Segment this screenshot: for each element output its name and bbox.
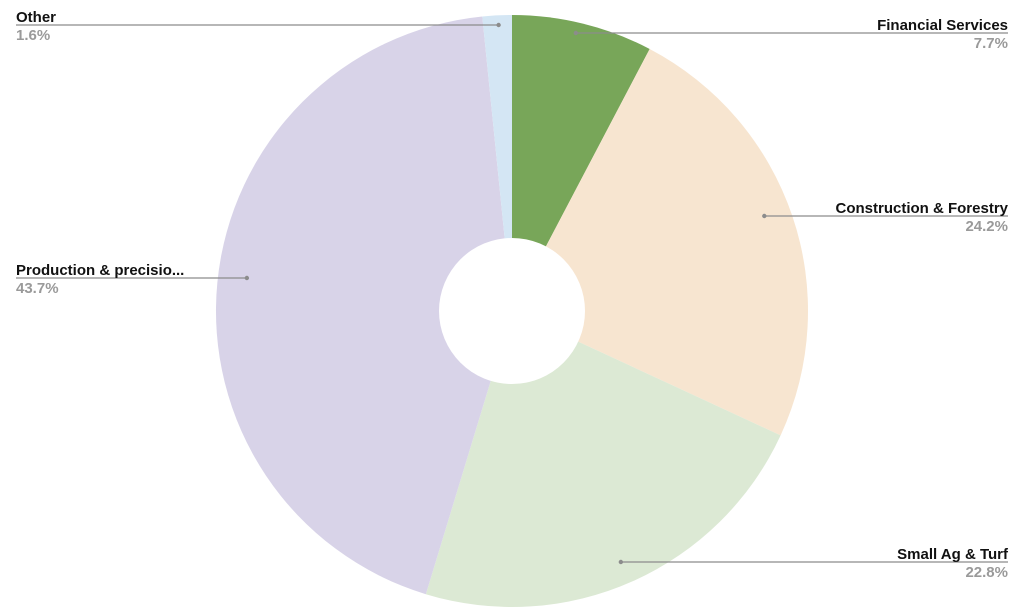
slice-label: Construction & Forestry <box>835 200 1008 217</box>
slice-label: Other <box>16 9 56 26</box>
slice-label: Financial Services <box>877 17 1008 34</box>
slice-percent-label: 7.7% <box>974 35 1008 52</box>
slice-other <box>482 14 512 311</box>
slice-construction-forestry <box>512 48 809 436</box>
slice-percent-label: 43.7% <box>16 280 59 297</box>
slice-financial-services <box>512 15 650 311</box>
slice-small-ag-turf <box>425 311 781 608</box>
slice-production-precisio <box>215 16 512 595</box>
donut-hole <box>439 238 585 384</box>
slice-percent-label: 24.2% <box>965 218 1008 235</box>
slice-percent-label: 22.8% <box>965 564 1008 581</box>
slice-label: Small Ag & Turf <box>897 546 1009 563</box>
slice-label: Production & precisio... <box>16 262 184 279</box>
slice-percent-label: 1.6% <box>16 27 50 44</box>
